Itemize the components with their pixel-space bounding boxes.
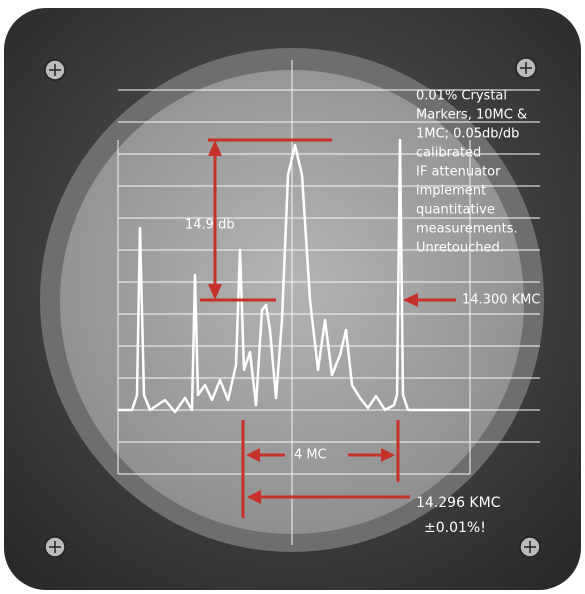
callout-line: 0.01% Crystal bbox=[416, 89, 507, 104]
span-label: 4 MC bbox=[294, 448, 327, 463]
callout-line: Markers, 10MC & bbox=[416, 108, 527, 123]
callout-line: implement bbox=[416, 184, 486, 199]
callout-line: quantitative bbox=[416, 203, 495, 218]
callout-line: Unretouched. bbox=[416, 241, 504, 256]
accuracy-label: ±0.01%! bbox=[424, 520, 486, 536]
callout-line: measurements. bbox=[416, 222, 518, 237]
callout-line: 1MC; 0.05db/db bbox=[416, 127, 519, 142]
attenuation-label: 14.9 db bbox=[185, 218, 235, 233]
scope-photo: 0.01% Crystal Markers, 10MC & 1MC; 0.05db/… bbox=[0, 0, 585, 594]
marker-lower-label: 14.296 KMC bbox=[416, 495, 501, 511]
callout-line: calibrated bbox=[416, 146, 481, 161]
marker-upper-label: 14.300 KMC bbox=[462, 293, 540, 308]
callout-line: IF attenuator bbox=[416, 165, 501, 180]
